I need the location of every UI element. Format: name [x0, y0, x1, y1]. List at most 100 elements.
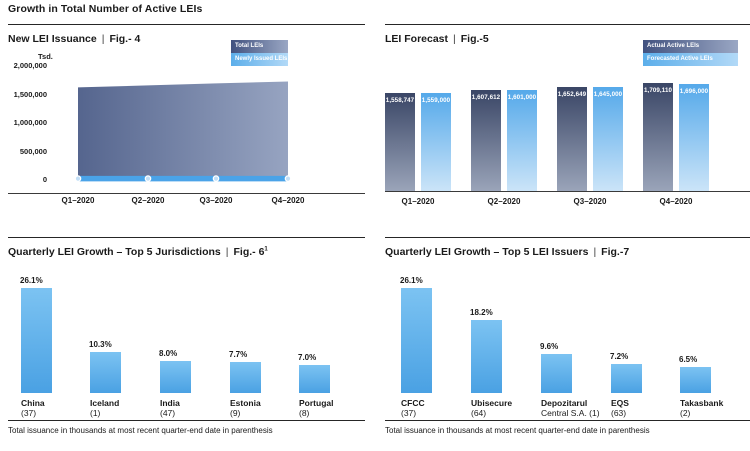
actual-bar: 1,652,649	[557, 86, 587, 191]
bar-chart: 26.1% China (37) 10.3% Iceland (1) 8.0% India (4…	[8, 238, 365, 451]
title-separator: |	[453, 33, 456, 45]
panel-top5-jurisdictions: Quarterly LEI Growth – Top 5 Jurisdictio…	[8, 237, 365, 451]
bar-category-label: Depozitarul Central S.A. (1)	[541, 398, 600, 418]
x-axis-label: Q3–2020	[199, 196, 233, 205]
area-chart: 0 500,000 1,000,000 1,500,000 2,000,000 Q1–20…	[8, 25, 365, 238]
page-title: Growth in Total Number of Active LEIs	[8, 3, 203, 15]
x-axis-label: Q3–2020	[573, 197, 607, 206]
y-axis-tick-label: 2,000,000	[13, 61, 47, 71]
x-axis-label: Q2–2020	[487, 197, 521, 206]
figure-title: Quarterly LEI Growth – Top 5 Jurisdictio…	[8, 246, 268, 258]
growth-bar	[90, 351, 121, 393]
category-count: (2)	[680, 408, 691, 418]
category-name: Portugal	[299, 398, 334, 408]
bar-percent-label: 7.7%	[229, 350, 248, 359]
growth-bar	[541, 354, 572, 393]
x-axis-label: Q4–2020	[659, 197, 693, 206]
figure-number: Fig.-7	[601, 246, 630, 258]
figure-number: Fig.- 4	[109, 33, 141, 45]
category-count: (47)	[160, 408, 176, 418]
bar-value-label: 1,607,612	[471, 93, 501, 101]
divider	[8, 420, 365, 422]
figure-title: New LEI Issuance | Fig.- 4	[8, 33, 140, 45]
bar-category-label: India (47)	[160, 398, 180, 418]
area-chart-canvas	[74, 81, 292, 182]
forecast-bar: 1,645,000	[593, 87, 623, 191]
forecast-bar: 1,696,000	[679, 84, 709, 191]
legend-item-newly-issued-leis: Newly Issued LEIs	[231, 53, 288, 66]
y-axis-tick-label: 1,000,000	[13, 118, 47, 128]
bar-percent-label: 6.5%	[679, 354, 698, 364]
newly-issued-marker	[212, 175, 220, 182]
y-axis-tick-label: 500,000	[19, 146, 47, 156]
category-count: (1)	[90, 408, 101, 418]
x-axis-label: Q1–2020	[401, 197, 435, 206]
panel-lei-forecast: LEI Forecast | Fig.-5 Actual Active LEIs F…	[385, 24, 750, 238]
bar-category-label: Portugal (8)	[299, 398, 333, 418]
bar-category-label: EQS (63)	[611, 398, 629, 418]
category-count: (63)	[611, 408, 627, 418]
growth-bar	[471, 319, 502, 393]
bar-percent-label: 8.0%	[159, 348, 178, 358]
bar-value-label: 1,645,000	[593, 91, 623, 99]
category-count: (9)	[230, 408, 241, 418]
legend-item-total-leis: Total LEIs	[231, 40, 288, 53]
figure-number: Fig.-5	[460, 33, 489, 45]
figure-title: Quarterly LEI Growth – Top 5 LEI Issuers…	[385, 246, 629, 258]
bar-value-label: 1,559,000	[421, 96, 451, 104]
actual-bar: 1,607,612	[471, 89, 501, 191]
bar-value-label: 1,696,000	[679, 88, 709, 96]
growth-bar	[401, 288, 432, 393]
newly-issued-marker	[284, 175, 292, 182]
x-axis-line	[385, 191, 750, 193]
legend-item-actual-active-leis: Actual Active LEIs	[643, 40, 738, 53]
title-separator: |	[225, 246, 229, 258]
forecast-bar: 1,559,000	[421, 92, 451, 191]
category-count: Central S.A. (1)	[541, 408, 600, 418]
y-axis-tick-label: 1,500,000	[13, 89, 47, 99]
panel-new-lei-issuance: New LEI Issuance | Fig.- 4 Tsd. Total LEIs…	[8, 24, 365, 238]
category-name: CFCC	[401, 398, 425, 408]
figure-title-text: Quarterly LEI Growth – Top 5 Jurisdictio…	[8, 246, 221, 258]
legend: Total LEIs Newly Issued LEIs	[231, 40, 288, 66]
bar-value-label: 1,652,649	[557, 90, 587, 98]
bar-percent-label: 26.1%	[20, 276, 43, 286]
bar-value-label: 1,601,000	[507, 94, 537, 102]
chart-footnote: Total issuance in thousands at most rece…	[8, 426, 273, 435]
bar-category-label: Iceland (1)	[90, 398, 119, 418]
legend: Actual Active LEIs Forecasted Active LEI…	[643, 40, 738, 66]
category-count: (37)	[401, 408, 417, 418]
category-name: Ubisecure	[471, 398, 513, 408]
growth-bar	[21, 288, 52, 393]
bar-category-label: Ubisecure (64)	[471, 398, 512, 418]
newly-issued-marker	[74, 175, 82, 182]
figure-title-text: Quarterly LEI Growth – Top 5 LEI Issuers	[385, 246, 589, 258]
category-name: China	[21, 398, 45, 408]
category-name: EQS	[611, 398, 629, 408]
bar-category-label: CFCC (37)	[401, 398, 425, 418]
legend-item-forecasted-active-leis: Forecasted Active LEIs	[643, 53, 738, 66]
bar-percent-label: 26.1%	[400, 276, 423, 286]
newly-issued-marker	[144, 175, 152, 182]
bar-value-label: 1,709,110	[643, 87, 673, 95]
category-count: (37)	[21, 408, 37, 418]
panel-top5-lei-issuers: Quarterly LEI Growth – Top 5 LEI Issuers…	[385, 237, 750, 451]
bar-category-label: Estonia (9)	[230, 398, 261, 418]
category-name: Iceland	[90, 398, 120, 408]
chart-footnote: Total issuance in thousands at most rece…	[385, 426, 650, 435]
x-axis-label: Q1–2020	[61, 196, 95, 205]
category-count: (64)	[471, 408, 487, 418]
total-leis-area	[78, 81, 288, 176]
bar-value-label: 1,558,747	[385, 96, 415, 104]
growth-bar	[230, 362, 261, 393]
y-axis-tick-label: 0	[42, 175, 47, 184]
category-count: (8)	[299, 408, 310, 418]
bar-category-label: China (37)	[21, 398, 45, 418]
bar-percent-label: 9.6%	[540, 342, 559, 352]
figure-title-text: LEI Forecast	[385, 33, 449, 45]
growth-bar	[299, 364, 330, 393]
footnote-marker: 1	[264, 246, 268, 253]
category-name: India	[160, 398, 180, 408]
bar-category-label: Takasbank (2)	[680, 398, 723, 418]
